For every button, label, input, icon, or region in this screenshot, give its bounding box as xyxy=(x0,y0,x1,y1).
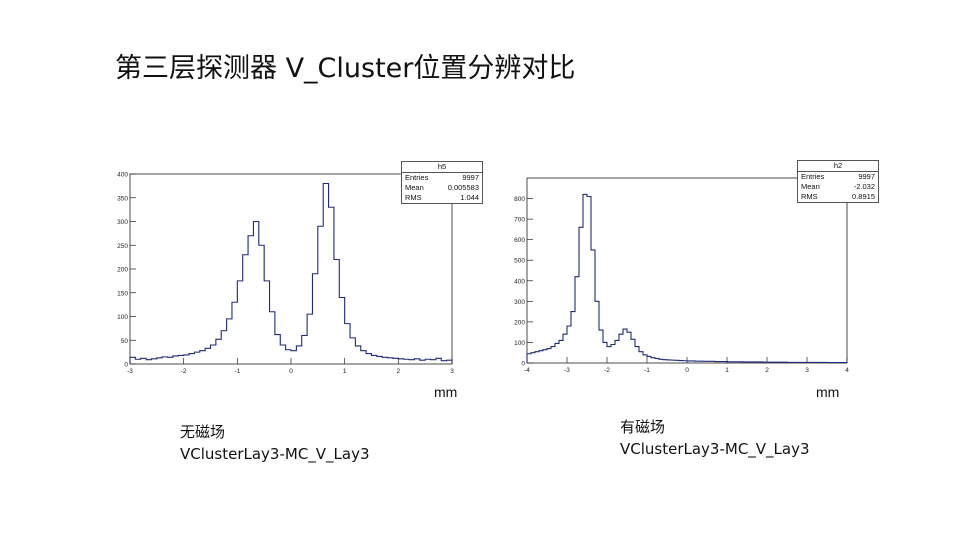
caption-condition: 有磁场 xyxy=(620,418,666,436)
stats-value: 0.005583 xyxy=(447,183,479,192)
stats-label: Mean xyxy=(405,183,424,192)
stats-title: h5 xyxy=(402,162,482,173)
y-tick-label: 700 xyxy=(514,217,525,224)
histogram-h5-svg: 0 50 100 150 200 250 300 350 400 -3 -2 -1 0 1 2 3 xyxy=(117,172,454,376)
caption-right: 有磁场 VClusterLay3-MC_V_Lay3 xyxy=(620,416,810,460)
stats-label: Mean xyxy=(801,182,820,191)
x-tick-label: 3 xyxy=(450,368,454,375)
stats-row-mean: Mean 0.005583 xyxy=(402,183,482,193)
x-axis-unit-right: mm xyxy=(816,384,840,400)
caption-condition: 无磁场 xyxy=(180,423,226,441)
y-tick-label: 400 xyxy=(514,278,525,285)
stats-value: 1.044 xyxy=(460,193,479,202)
plot-frame xyxy=(526,177,848,364)
stats-title: h2 xyxy=(798,161,878,172)
y-tick-label: 300 xyxy=(117,219,128,226)
stats-row-rms: RMS 1.044 xyxy=(402,193,482,203)
x-tick-label: -3 xyxy=(127,368,133,375)
y-tick-label: 200 xyxy=(117,267,128,274)
x-tick-label: -4 xyxy=(524,367,530,374)
caption-left: 无磁场 VClusterLay3-MC_V_Lay3 xyxy=(180,421,370,465)
caption-histogram-id: VClusterLay3-MC_V_Lay3 xyxy=(620,440,810,458)
stats-label: RMS xyxy=(405,193,422,202)
y-tick-label: 600 xyxy=(514,237,525,244)
y-tick-label: 500 xyxy=(514,258,525,265)
stats-row-entries: Entries 9997 xyxy=(402,173,482,183)
y-tick-label: 800 xyxy=(514,196,525,203)
x-tick-label: -2 xyxy=(604,367,610,374)
stats-value: 9997 xyxy=(462,173,479,182)
x-axis-unit-left: mm xyxy=(434,384,458,400)
x-tick-label: 1 xyxy=(725,367,729,374)
histogram-h2: 0 100 200 300 400 500 600 700 800 -4 -3 -2 -1 0 1 2 3 4 h… xyxy=(505,158,887,378)
stats-value: 0.8915 xyxy=(852,192,875,201)
histogram-line xyxy=(129,182,453,364)
x-tick-label: 0 xyxy=(289,368,293,375)
y-tick-label: 100 xyxy=(514,340,525,347)
y-tick-label: 150 xyxy=(117,290,128,297)
y-tick-label: 100 xyxy=(117,314,128,321)
x-tick-label: 2 xyxy=(765,367,769,374)
histogram-line xyxy=(526,193,848,364)
stats-value: -2.032 xyxy=(853,182,875,191)
y-tick-label: 200 xyxy=(514,319,525,326)
y-tick-label: 300 xyxy=(514,299,525,306)
stats-label: Entries xyxy=(405,173,429,182)
plot-frame xyxy=(129,173,453,365)
stats-label: Entries xyxy=(801,172,825,181)
stats-box-h2: h2 Entries 9997 Mean -2.032 RMS 0.8915 xyxy=(797,160,879,203)
stats-value: 9997 xyxy=(858,172,875,181)
x-tick-label: 0 xyxy=(685,367,689,374)
x-tick-label: -3 xyxy=(564,367,570,374)
x-tick-label: -1 xyxy=(644,367,650,374)
stats-row-mean: Mean -2.032 xyxy=(798,182,878,192)
stats-label: RMS xyxy=(801,192,818,201)
x-tick-label: 3 xyxy=(805,367,809,374)
histogram-h5: 0 50 100 150 200 250 300 350 400 -3 -2 -1 0 1 2 3 h5 En… xyxy=(108,158,483,378)
caption-histogram-id: VClusterLay3-MC_V_Lay3 xyxy=(180,445,370,463)
y-tick-label: 50 xyxy=(121,338,129,345)
y-tick-label: 0 xyxy=(521,361,525,368)
stats-box-h5: h5 Entries 9997 Mean 0.005583 RMS 1.044 xyxy=(401,161,483,204)
slide-title: 第三层探测器 V_Cluster位置分辨对比 xyxy=(115,53,576,84)
y-tick-label: 350 xyxy=(117,195,128,202)
x-tick-label: -2 xyxy=(181,368,187,375)
y-tick-label: 0 xyxy=(124,362,128,369)
stats-row-entries: Entries 9997 xyxy=(798,172,878,182)
x-tick-label: -1 xyxy=(234,368,240,375)
y-tick-label: 250 xyxy=(117,243,128,250)
x-tick-label: 4 xyxy=(845,367,849,374)
histogram-h2-svg: 0 100 200 300 400 500 600 700 800 -4 -3 -2 -1 0 1 2 3 4 xyxy=(514,177,849,374)
x-tick-label: 1 xyxy=(343,368,347,375)
x-tick-label: 2 xyxy=(397,368,401,375)
stats-row-rms: RMS 0.8915 xyxy=(798,192,878,202)
y-tick-label: 400 xyxy=(117,172,128,179)
